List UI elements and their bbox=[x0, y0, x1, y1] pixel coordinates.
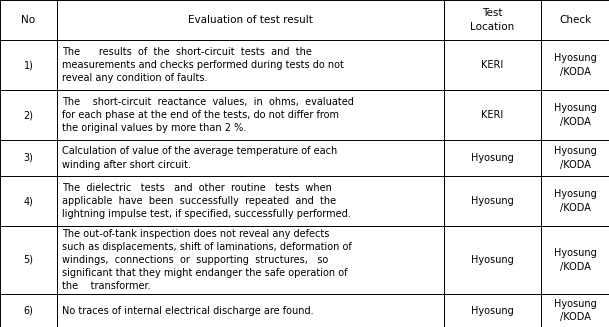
Bar bbox=[541, 0, 609, 40]
Text: Hyosung
/KODA: Hyosung /KODA bbox=[554, 189, 596, 213]
Text: Hyosung
/KODA: Hyosung /KODA bbox=[554, 103, 596, 127]
Text: KERI: KERI bbox=[481, 60, 504, 70]
Text: KERI: KERI bbox=[481, 110, 504, 120]
Text: Hyosung: Hyosung bbox=[471, 196, 514, 206]
Text: Hyosung: Hyosung bbox=[471, 255, 514, 265]
Bar bbox=[444, 176, 541, 226]
Bar bbox=[541, 226, 609, 294]
Text: 2): 2) bbox=[24, 110, 33, 120]
Bar bbox=[57, 226, 444, 294]
Bar bbox=[0, 294, 57, 327]
Text: The  dielectric   tests   and  other  routine   tests  when
applicable  have  be: The dielectric tests and other routine t… bbox=[62, 183, 351, 219]
Text: No: No bbox=[21, 15, 35, 25]
Bar bbox=[444, 140, 541, 176]
Bar bbox=[57, 90, 444, 140]
Text: Hyosung: Hyosung bbox=[471, 153, 514, 163]
Bar bbox=[0, 40, 57, 90]
Text: Hyosung
/KODA: Hyosung /KODA bbox=[554, 53, 596, 77]
Bar bbox=[444, 90, 541, 140]
Bar bbox=[0, 226, 57, 294]
Bar bbox=[444, 40, 541, 90]
Text: The      results  of  the  short-circuit  tests  and  the
measurements and check: The results of the short-circuit tests a… bbox=[62, 47, 344, 83]
Bar bbox=[57, 40, 444, 90]
Bar bbox=[444, 294, 541, 327]
Text: The out-of-tank inspection does not reveal any defects
such as displacements, sh: The out-of-tank inspection does not reve… bbox=[62, 229, 352, 291]
Bar bbox=[541, 140, 609, 176]
Text: Hyosung: Hyosung bbox=[471, 305, 514, 316]
Bar bbox=[57, 176, 444, 226]
Bar bbox=[444, 0, 541, 40]
Bar bbox=[541, 176, 609, 226]
Bar bbox=[0, 90, 57, 140]
Bar bbox=[541, 90, 609, 140]
Text: Calculation of value of the average temperature of each
winding after short circ: Calculation of value of the average temp… bbox=[62, 146, 337, 170]
Text: No traces of internal electrical discharge are found.: No traces of internal electrical dischar… bbox=[62, 305, 314, 316]
Text: 1): 1) bbox=[24, 60, 33, 70]
Bar bbox=[541, 294, 609, 327]
Bar bbox=[57, 140, 444, 176]
Bar bbox=[57, 0, 444, 40]
Bar bbox=[57, 294, 444, 327]
Bar bbox=[0, 140, 57, 176]
Bar bbox=[0, 0, 57, 40]
Bar bbox=[444, 226, 541, 294]
Text: Hyosung
/KODA: Hyosung /KODA bbox=[554, 249, 596, 272]
Text: 5): 5) bbox=[24, 255, 33, 265]
Text: 3): 3) bbox=[24, 153, 33, 163]
Text: Hyosung
/KODA: Hyosung /KODA bbox=[554, 146, 596, 170]
Text: The    short-circuit  reactance  values,  in  ohms,  evaluated
for each phase at: The short-circuit reactance values, in o… bbox=[62, 97, 354, 133]
Bar bbox=[0, 176, 57, 226]
Bar bbox=[541, 40, 609, 90]
Text: Evaluation of test result: Evaluation of test result bbox=[188, 15, 313, 25]
Text: 6): 6) bbox=[24, 305, 33, 316]
Text: 4): 4) bbox=[24, 196, 33, 206]
Text: Hyosung
/KODA: Hyosung /KODA bbox=[554, 299, 596, 322]
Text: Test
Location: Test Location bbox=[470, 9, 515, 32]
Text: Check: Check bbox=[559, 15, 591, 25]
